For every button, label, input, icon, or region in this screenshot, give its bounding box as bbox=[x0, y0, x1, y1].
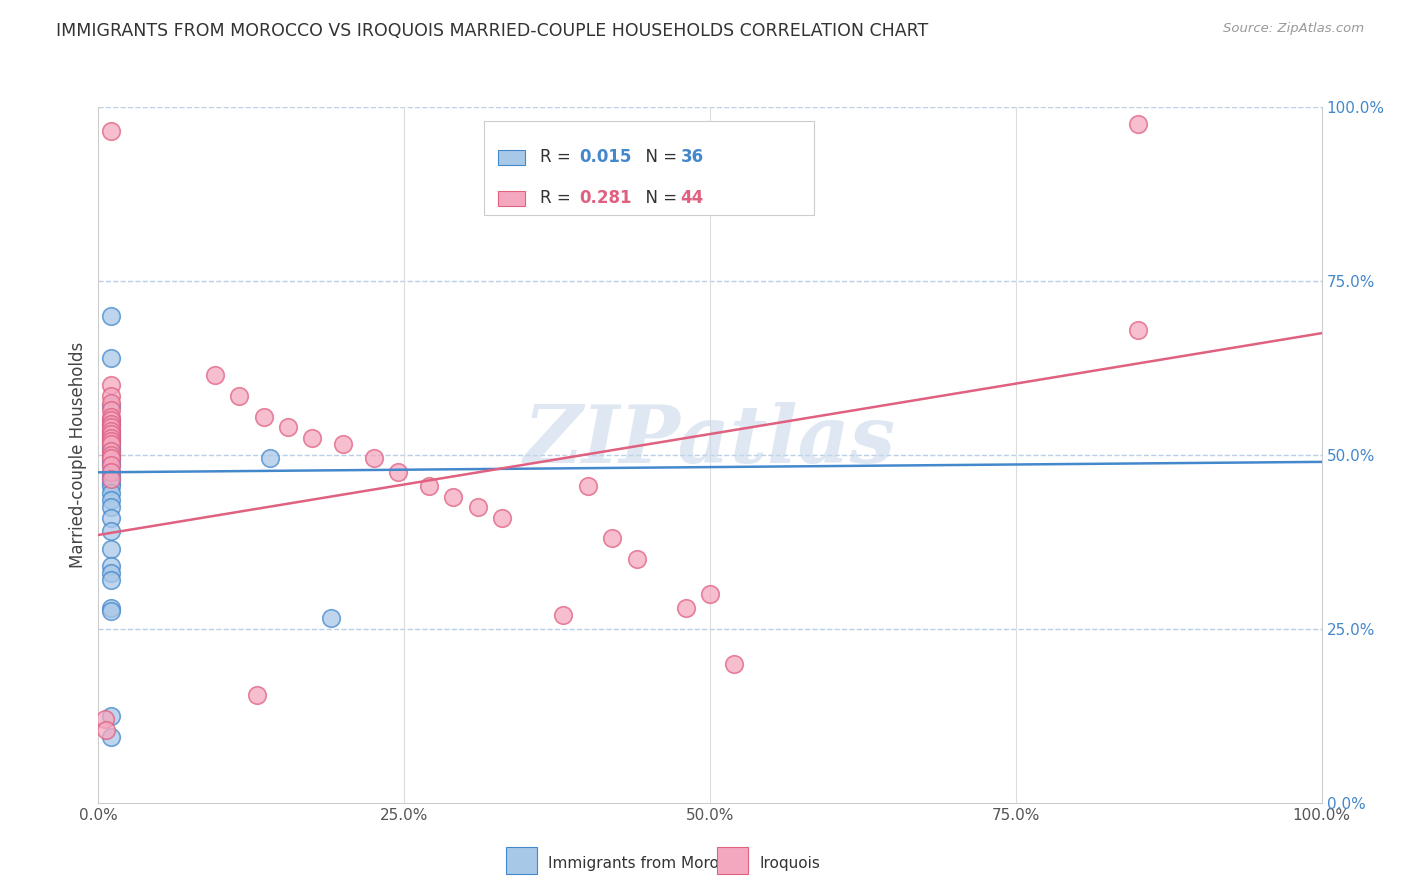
Text: ZIPatlas: ZIPatlas bbox=[524, 402, 896, 480]
Text: Immigrants from Morocco: Immigrants from Morocco bbox=[548, 856, 745, 871]
Point bbox=[100, 451, 122, 466]
Text: R =: R = bbox=[540, 148, 576, 166]
Text: Iroquois: Iroquois bbox=[759, 856, 820, 871]
Point bbox=[699, 587, 721, 601]
Point bbox=[100, 455, 122, 469]
FancyBboxPatch shape bbox=[498, 150, 526, 165]
Point bbox=[100, 427, 122, 442]
Point bbox=[100, 431, 122, 445]
Point bbox=[467, 500, 489, 514]
Point bbox=[259, 451, 281, 466]
Point bbox=[100, 448, 122, 462]
Point bbox=[100, 510, 122, 524]
Text: Source: ZipAtlas.com: Source: ZipAtlas.com bbox=[1223, 22, 1364, 36]
Text: N =: N = bbox=[636, 189, 683, 207]
Text: IMMIGRANTS FROM MOROCCO VS IROQUOIS MARRIED-COUPLE HOUSEHOLDS CORRELATION CHART: IMMIGRANTS FROM MOROCCO VS IROQUOIS MARR… bbox=[56, 22, 928, 40]
FancyBboxPatch shape bbox=[484, 121, 814, 215]
Y-axis label: Married-couple Households: Married-couple Households bbox=[69, 342, 87, 568]
Point bbox=[100, 479, 122, 493]
Point bbox=[100, 444, 122, 458]
Point bbox=[100, 559, 122, 574]
Point bbox=[100, 420, 122, 434]
Point bbox=[100, 124, 122, 138]
Point bbox=[100, 458, 122, 473]
Point bbox=[228, 389, 250, 403]
Point bbox=[100, 434, 122, 448]
Text: 0.281: 0.281 bbox=[579, 189, 631, 207]
Point bbox=[100, 451, 122, 466]
Point bbox=[301, 431, 323, 445]
Point bbox=[277, 420, 299, 434]
Point bbox=[100, 437, 122, 451]
Point bbox=[100, 466, 122, 480]
Point bbox=[100, 468, 122, 483]
Point bbox=[100, 424, 122, 438]
Point bbox=[100, 493, 122, 508]
Point bbox=[100, 427, 122, 442]
Point bbox=[100, 524, 122, 539]
Point bbox=[100, 413, 122, 427]
Point bbox=[100, 466, 122, 480]
Point bbox=[100, 437, 122, 451]
Point bbox=[100, 417, 122, 431]
Point bbox=[675, 601, 697, 615]
Point bbox=[100, 541, 122, 556]
Point bbox=[100, 486, 122, 500]
Point bbox=[100, 413, 122, 427]
Point bbox=[1128, 323, 1150, 337]
Point bbox=[93, 712, 115, 726]
Point bbox=[100, 434, 122, 448]
Point bbox=[252, 409, 274, 424]
Point bbox=[100, 448, 122, 462]
Text: N =: N = bbox=[636, 148, 683, 166]
Point bbox=[600, 532, 623, 546]
Point bbox=[100, 566, 122, 581]
Point bbox=[332, 437, 354, 451]
Point bbox=[441, 490, 464, 504]
Point bbox=[418, 479, 440, 493]
Point bbox=[100, 730, 122, 744]
FancyBboxPatch shape bbox=[498, 191, 526, 206]
Point bbox=[100, 431, 122, 445]
Point bbox=[100, 417, 122, 431]
Point bbox=[100, 500, 122, 514]
Point bbox=[100, 399, 122, 413]
Point bbox=[94, 723, 117, 737]
Point bbox=[100, 389, 122, 403]
Point bbox=[723, 657, 745, 671]
Point bbox=[100, 402, 122, 417]
Point bbox=[100, 475, 122, 490]
Point bbox=[204, 368, 226, 382]
Point bbox=[100, 309, 122, 323]
Point bbox=[626, 552, 648, 566]
Text: 0.015: 0.015 bbox=[579, 148, 631, 166]
Point bbox=[491, 510, 513, 524]
Point bbox=[100, 573, 122, 587]
Point bbox=[100, 605, 122, 619]
Point bbox=[553, 607, 575, 622]
Point bbox=[319, 611, 342, 625]
Text: R =: R = bbox=[540, 189, 576, 207]
Point bbox=[100, 472, 122, 486]
Text: 36: 36 bbox=[681, 148, 704, 166]
Point bbox=[1128, 117, 1150, 131]
Point bbox=[100, 396, 122, 410]
Point bbox=[387, 466, 409, 480]
Point bbox=[100, 441, 122, 455]
Point bbox=[576, 479, 599, 493]
Point bbox=[363, 451, 385, 466]
Point bbox=[100, 351, 122, 365]
Text: 44: 44 bbox=[681, 189, 704, 207]
Point bbox=[100, 601, 122, 615]
Point bbox=[100, 409, 122, 424]
Point bbox=[100, 378, 122, 392]
Point bbox=[100, 424, 122, 438]
Point bbox=[246, 688, 269, 702]
Point bbox=[100, 458, 122, 473]
Point bbox=[100, 444, 122, 458]
Point bbox=[100, 708, 122, 723]
Point bbox=[100, 472, 122, 486]
